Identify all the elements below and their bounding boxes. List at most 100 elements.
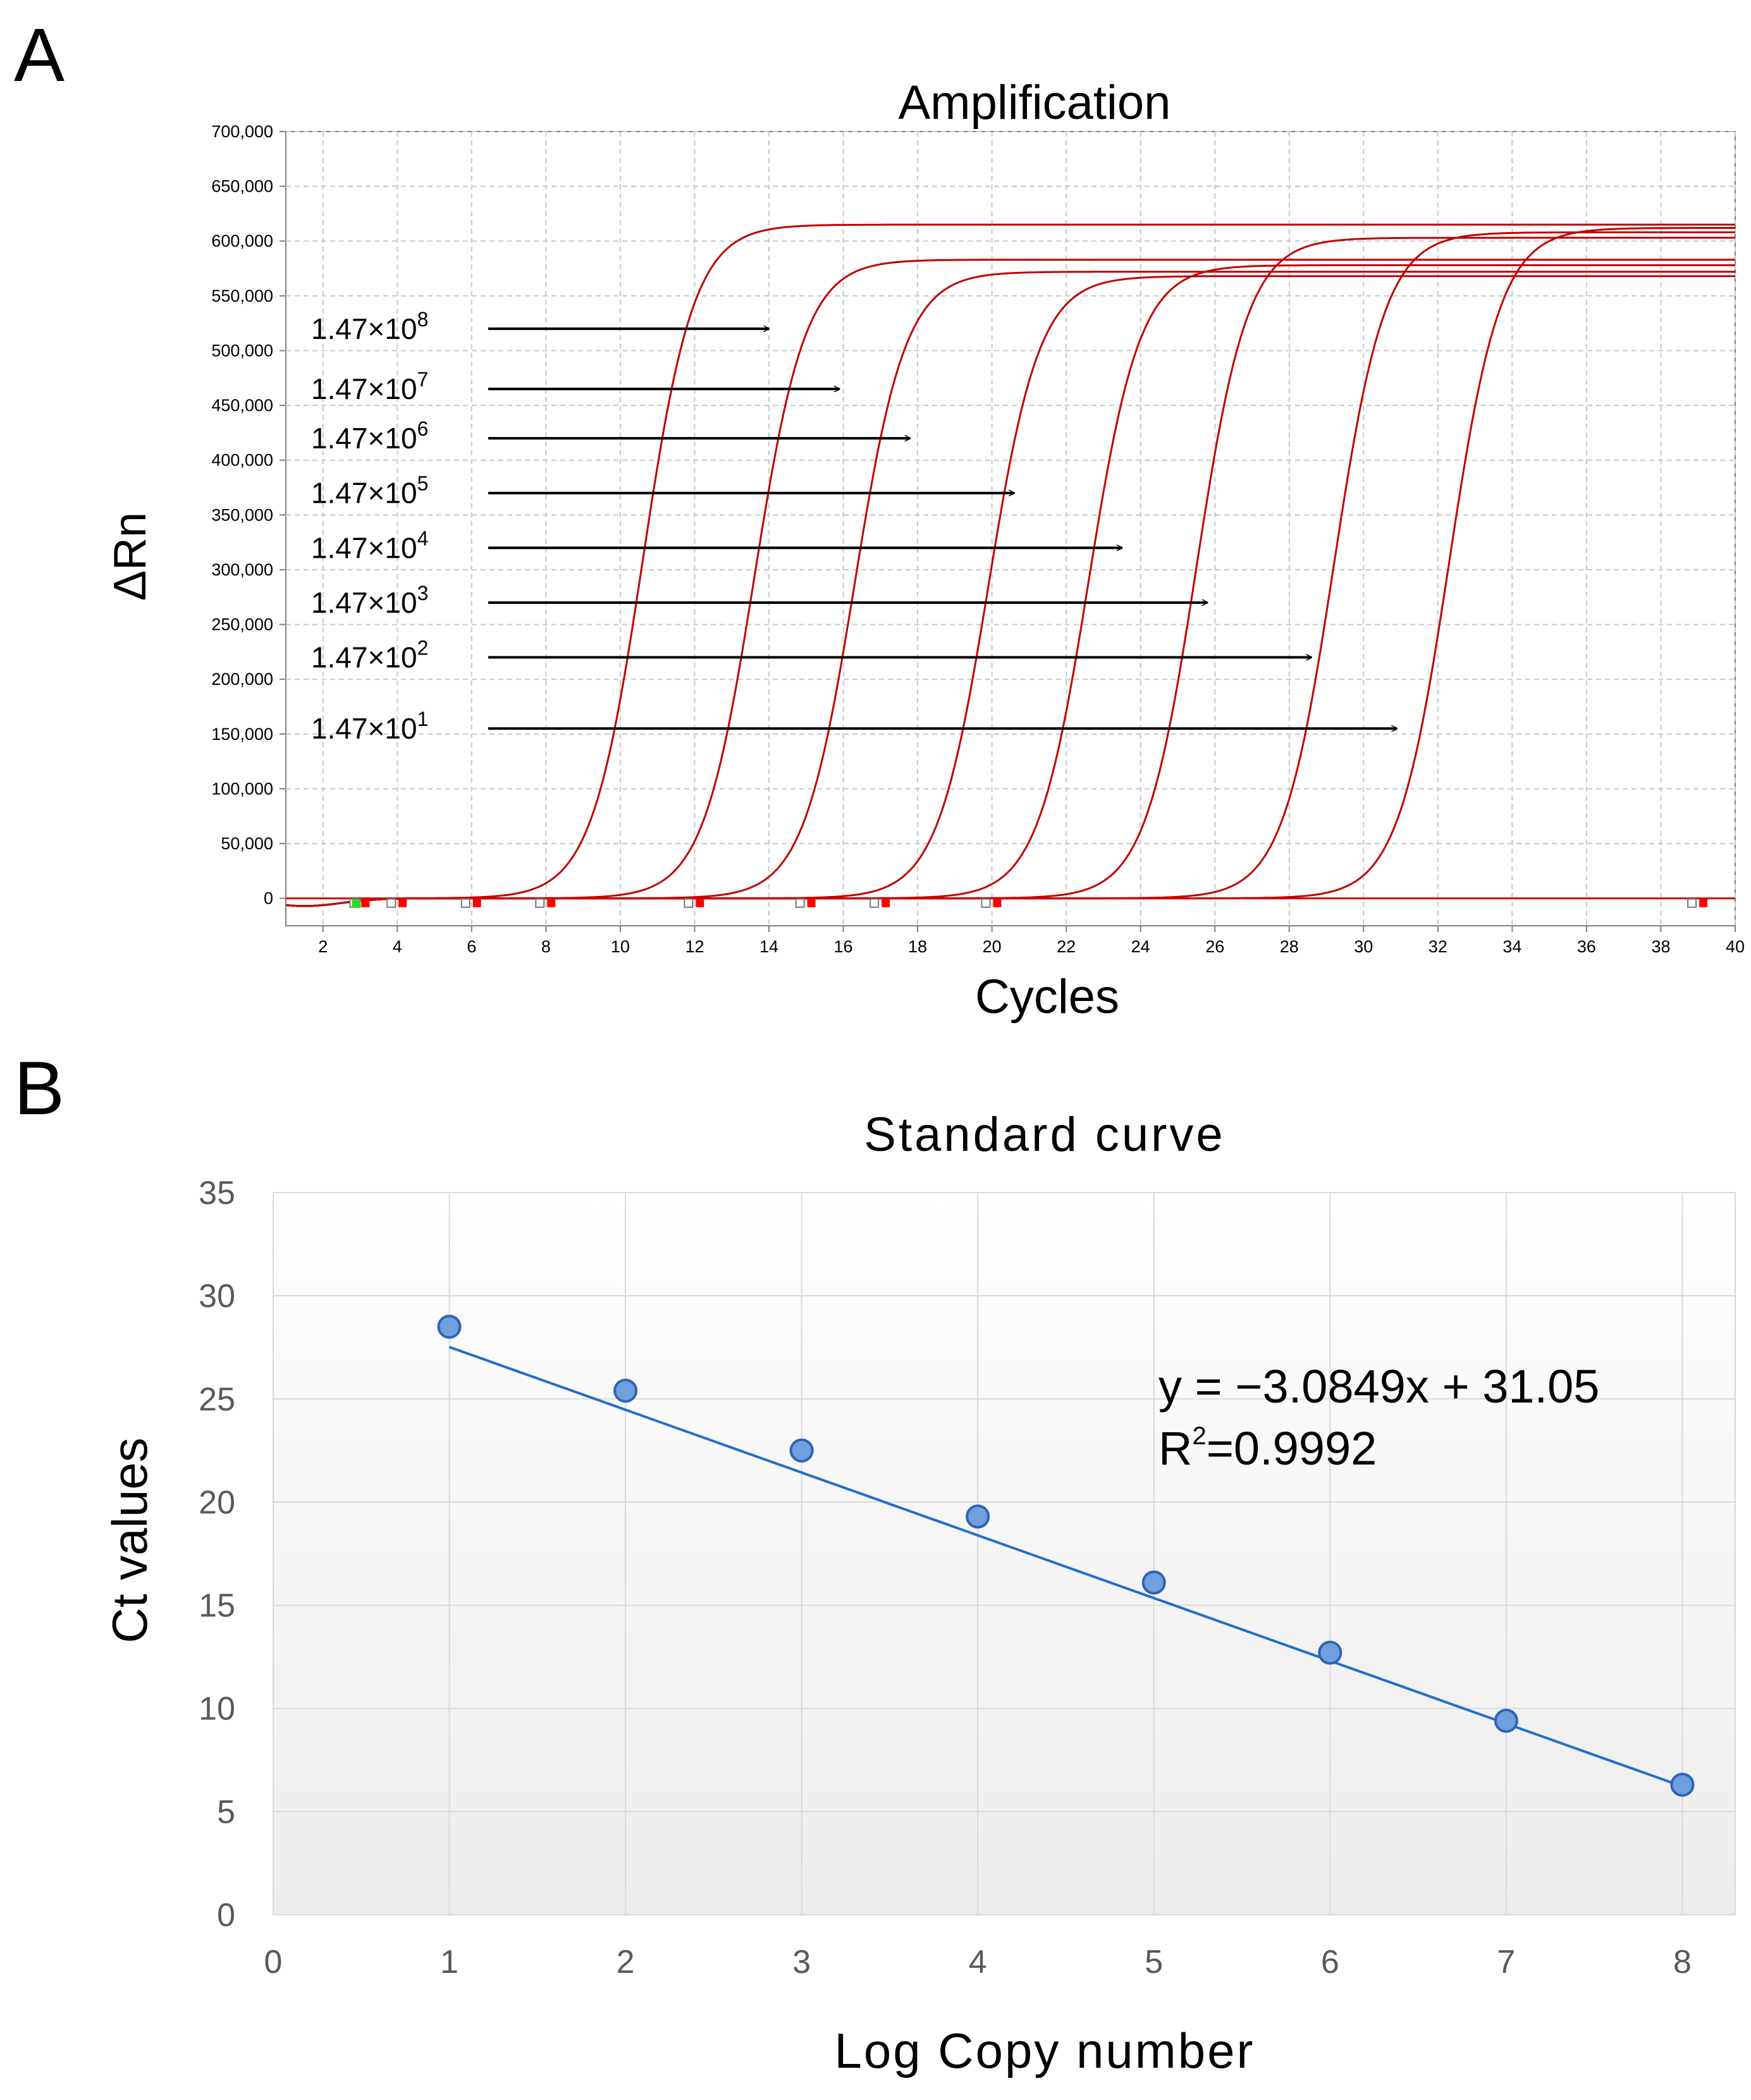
chart-b-xlabel: Log Copy number xyxy=(834,2023,1255,2079)
chart-b-x-ticks: 0 1 2 3 4 5 6 7 8 xyxy=(264,1944,1692,1980)
baseline-end-marker xyxy=(807,899,816,907)
chart-a-ytick-label: 250,000 xyxy=(211,615,273,634)
baseline-start-marker xyxy=(460,898,470,908)
baseline-start-marker xyxy=(684,898,694,908)
baseline-end-marker xyxy=(398,899,407,907)
chart-b-ylabel: Ct values xyxy=(102,1437,157,1643)
baseline-end-marker xyxy=(1699,899,1708,907)
chart-a-plot-area xyxy=(285,131,1736,926)
chart-b-ytick-label: 20 xyxy=(199,1484,235,1521)
chart-a-xtick-label: 34 xyxy=(1502,937,1521,956)
chart-a-xtick-label: 26 xyxy=(1205,937,1224,956)
baseline-start-marker xyxy=(535,898,545,908)
dilution-label-base: 1.47×10 xyxy=(311,372,417,405)
baseline-start-marker xyxy=(386,898,396,908)
dilution-label: 1.47×108 xyxy=(311,308,428,345)
chart-b-xtick-label: 7 xyxy=(1497,1944,1515,1980)
chart-a-xtick-label: 6 xyxy=(467,937,476,956)
dilution-label-base: 1.47×10 xyxy=(311,477,417,510)
baseline-end-marker xyxy=(547,899,556,907)
dilution-label-exp: 2 xyxy=(417,637,429,660)
dilution-label-base: 1.47×10 xyxy=(311,531,417,564)
chart-a-ytick-label: 150,000 xyxy=(211,725,273,744)
chart-b-ylabel-group: Ct values xyxy=(102,1437,157,1643)
dilution-label-exp: 6 xyxy=(417,417,429,440)
chart-a-xtick-label: 14 xyxy=(759,937,778,956)
chart-b-title: Standard curve xyxy=(864,1108,1225,1162)
chart-b-xtick-label: 5 xyxy=(1145,1944,1163,1980)
chart-a-y-ticks: 0 50,000 100,000 150,000 200,000 250,000 300,0… xyxy=(211,122,286,908)
dilution-label-base: 1.47×10 xyxy=(311,586,417,619)
chart-b-equation: y = −3.0849x + 31.05 xyxy=(1158,1360,1599,1413)
chart-b-xtick-label: 3 xyxy=(792,1944,811,1980)
chart-a-ytick-label: 500,000 xyxy=(211,341,273,360)
chart-b-ytick-label: 35 xyxy=(199,1175,235,1212)
dilution-label: 1.47×107 xyxy=(311,368,428,405)
chart-b-ytick-label: 25 xyxy=(199,1381,235,1418)
chart-a-ytick-label: 50,000 xyxy=(221,834,273,853)
chart-a-ytick-label: 600,000 xyxy=(211,231,273,250)
chart-a-xtick-label: 20 xyxy=(983,937,1002,956)
dilution-label-exp: 5 xyxy=(417,472,429,495)
baseline-start-marker xyxy=(1687,898,1697,908)
chart-a-ytick-label: 700,000 xyxy=(211,122,273,141)
chart-a-xtick-label: 22 xyxy=(1057,937,1076,956)
chart-b-data-point xyxy=(613,1379,638,1403)
chart-a-grid xyxy=(286,131,1736,926)
dilution-label: 1.47×104 xyxy=(311,527,428,564)
baseline-end-marker xyxy=(882,899,890,907)
chart-a-ytick-label: 300,000 xyxy=(211,560,273,579)
chart-a-xtick-label: 24 xyxy=(1131,937,1150,956)
chart-a-title: Amplification xyxy=(899,76,1171,130)
chart-a-ytick-label: 550,000 xyxy=(211,286,273,305)
chart-b-grid xyxy=(273,1192,1735,1915)
dilution-label-base: 1.47×10 xyxy=(311,712,417,745)
chart-b-ytick-label: 15 xyxy=(199,1588,235,1624)
chart-a-ytick-label: 400,000 xyxy=(211,451,273,470)
chart-a-xtick-label: 32 xyxy=(1428,937,1447,956)
panel-b-label: B xyxy=(14,1046,65,1131)
chart-b-xtick-label: 6 xyxy=(1321,1944,1339,1980)
threshold-green-marker xyxy=(352,899,361,908)
dilution-label: 1.47×102 xyxy=(311,637,428,674)
baseline-end-marker xyxy=(472,899,481,907)
chart-b-ytick-label: 30 xyxy=(199,1278,235,1315)
chart-b-data-point xyxy=(1318,1640,1342,1665)
dilution-label-base: 1.47×10 xyxy=(311,312,417,345)
dilution-label: 1.47×101 xyxy=(311,708,428,745)
chart-a-xtick-label: 38 xyxy=(1651,937,1670,956)
chart-b-data-point xyxy=(437,1315,462,1339)
dilution-label-base: 1.47×10 xyxy=(311,641,417,674)
dilution-label: 1.47×105 xyxy=(311,472,428,510)
baseline-start-marker xyxy=(981,898,991,908)
chart-a-ytick-label: 100,000 xyxy=(211,779,273,798)
dilution-label: 1.47×106 xyxy=(311,417,428,455)
chart-b-xtick-label: 1 xyxy=(440,1944,458,1980)
chart-a-xtick-label: 28 xyxy=(1280,937,1299,956)
baseline-start-marker xyxy=(795,898,805,908)
chart-b-r2-prefix: R xyxy=(1158,1422,1192,1475)
chart-a-xtick-label: 18 xyxy=(908,937,927,956)
chart-a-xtick-label: 36 xyxy=(1577,937,1596,956)
chart-a-ytick-label: 350,000 xyxy=(211,505,273,524)
dilution-label-exp: 7 xyxy=(417,368,429,391)
chart-a-threshold-markers xyxy=(349,898,1708,908)
chart-b-xtick-label: 2 xyxy=(617,1944,635,1980)
chart-b-xtick-label: 4 xyxy=(969,1944,987,1980)
chart-a-xtick-label: 16 xyxy=(834,937,853,956)
baseline-end-marker xyxy=(993,899,1002,907)
chart-a-xtick-label: 10 xyxy=(611,937,630,956)
chart-b-data-point xyxy=(1670,1772,1695,1797)
dilution-label-base: 1.47×10 xyxy=(311,422,417,455)
chart-a-ylabel: ΔRn xyxy=(105,512,156,601)
baseline-start-marker xyxy=(869,898,880,908)
chart-b-ytick-label: 10 xyxy=(199,1691,235,1728)
chart-a-x-ticks: 2 4 6 8 10 12 14 16 18 20 22 24 26 28 30 32 34 36 38 40 xyxy=(318,926,1745,956)
chart-b-data-point xyxy=(789,1438,814,1463)
chart-a-ytick-label: 200,000 xyxy=(211,670,273,689)
dilution-label-exp: 4 xyxy=(417,527,429,550)
chart-b-fit-line-group xyxy=(448,1346,1683,1788)
chart-b-r2-exp: 2 xyxy=(1192,1422,1206,1450)
chart-a-ytick-label: 0 xyxy=(264,889,273,908)
chart-a-xtick-label: 4 xyxy=(393,937,402,956)
